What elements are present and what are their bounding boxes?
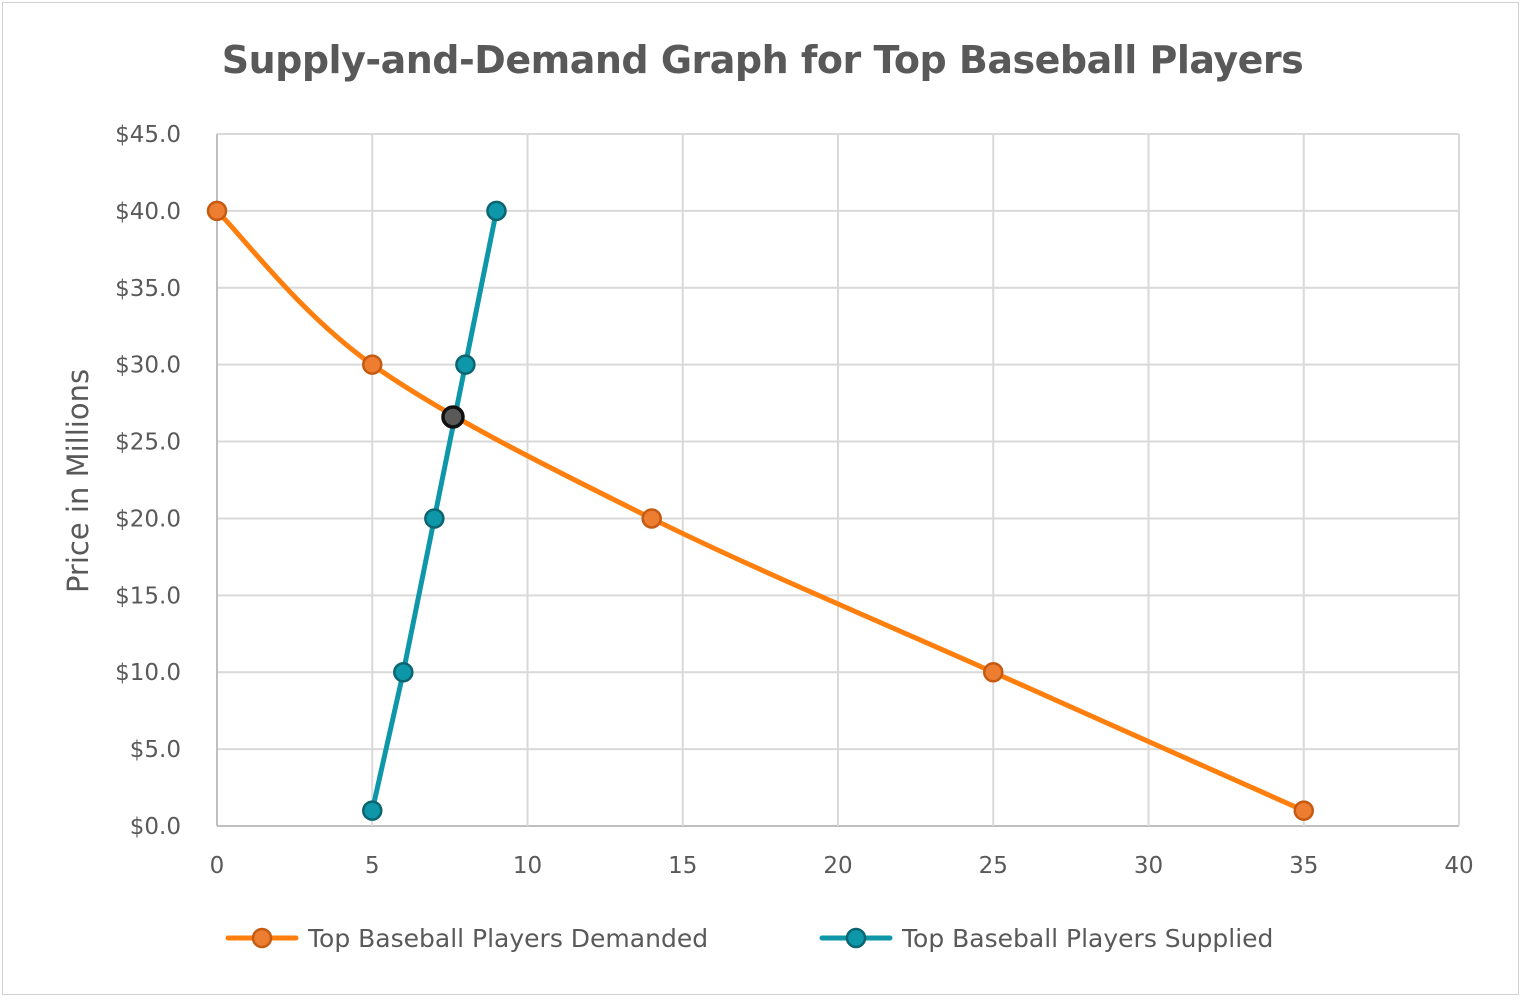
- x-tick-label: 5: [365, 853, 380, 879]
- y-tick-label: $10.0: [115, 660, 181, 686]
- x-tick-labels: 0 5 10 15 20 25 30 35 40: [210, 853, 1474, 879]
- y-tick-labels: $0.0 $5.0 $10.0 $15.0 $20.0 $25.0 $30.0 $35.0 $4…: [115, 122, 181, 840]
- legend-marker: [845, 927, 867, 949]
- y-tick-label: $40.0: [115, 199, 181, 225]
- supply-point: [393, 661, 414, 683]
- supply-point: [486, 200, 507, 222]
- x-tick-label: 30: [1134, 853, 1163, 879]
- y-tick-label: $15.0: [115, 583, 181, 609]
- demand-point: [641, 508, 662, 529]
- x-tick-label: 10: [513, 853, 542, 879]
- demand-line: [215, 209, 1305, 813]
- x-tick-label: 40: [1444, 853, 1473, 879]
- legend-label: Top Baseball Players Demanded: [307, 924, 708, 953]
- supply-point: [362, 800, 383, 821]
- y-tick-label: $0.0: [130, 814, 181, 840]
- y-tick-label: $5.0: [130, 737, 181, 763]
- x-tick-label: 35: [1289, 853, 1318, 879]
- supply-point: [455, 354, 476, 375]
- y-tick-label: $45.0: [115, 122, 181, 148]
- grid: [216, 133, 1460, 827]
- series: [206, 200, 1314, 821]
- supply-point: [424, 508, 445, 529]
- chart-title: Supply-and-Demand Graph for Top Baseball…: [221, 38, 1304, 82]
- x-tick-label: 0: [210, 853, 225, 879]
- y-tick-label: $35.0: [115, 276, 181, 302]
- demand-point: [1293, 800, 1314, 821]
- legend-label: Top Baseball Players Supplied: [901, 924, 1273, 953]
- demand-point: [206, 200, 228, 222]
- y-tick-label: $20.0: [115, 506, 181, 532]
- x-tick-label: 15: [668, 853, 697, 879]
- x-tick-label: 20: [823, 853, 852, 879]
- x-tick-label: 25: [979, 853, 1008, 879]
- legend: Top Baseball Players Demanded Top Basebal…: [225, 924, 1273, 953]
- legend-marker: [251, 927, 273, 949]
- equilibrium-point: [441, 405, 465, 429]
- y-axis-label: Price in Millions: [61, 369, 95, 593]
- y-tick-label: $30.0: [115, 353, 181, 379]
- demand-point: [983, 661, 1004, 683]
- demand-point: [362, 354, 383, 375]
- y-tick-label: $25.0: [115, 430, 181, 456]
